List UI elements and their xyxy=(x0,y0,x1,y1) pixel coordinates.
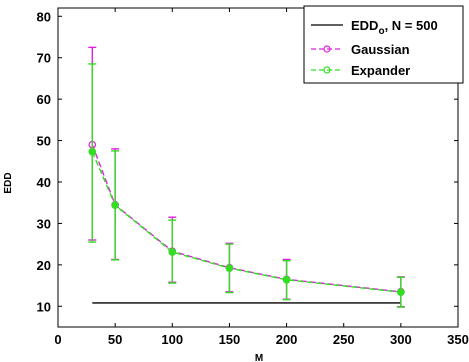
y-tick-label-80: 80 xyxy=(37,9,51,24)
x-tick-label-150: 150 xyxy=(219,332,241,347)
legend-reference-main: EDD xyxy=(351,18,378,33)
x-tick-label-50: 50 xyxy=(108,332,122,347)
legend-gaussian-label: Gaussian xyxy=(351,42,410,57)
legend: EDDo, N = 500 Gaussian Expander xyxy=(303,5,464,84)
x-tick-label-300: 300 xyxy=(390,332,412,347)
y-tick-label-20: 20 xyxy=(37,258,51,273)
legend-reference-label: EDDo, N = 500 xyxy=(351,18,438,37)
legend-expander-label: Expander xyxy=(351,63,410,78)
y-tick-label-50: 50 xyxy=(37,134,51,149)
y-tick-label-60: 60 xyxy=(37,92,51,107)
expander-point-1 xyxy=(111,201,119,210)
x-axis-label: M xyxy=(255,353,263,362)
gaussian-series-line xyxy=(91,144,401,293)
expander-series-line xyxy=(91,151,401,293)
legend-gaussian-marker xyxy=(323,45,331,53)
x-tick-label-350: 350 xyxy=(447,332,469,347)
legend-reference-subscript: o xyxy=(378,26,384,37)
expander-point-5 xyxy=(397,288,405,297)
plot-layer xyxy=(88,46,405,308)
legend-expander-marker xyxy=(323,66,331,74)
x-tick-label-200: 200 xyxy=(276,332,298,347)
legend-reference-suffix: , N = 500 xyxy=(385,18,438,33)
expander-point-4 xyxy=(282,275,291,284)
plot-frame xyxy=(57,7,459,328)
y-tick-label-10: 10 xyxy=(37,299,51,314)
x-tick-label-0: 0 xyxy=(54,332,61,347)
y-axis-label: EDD xyxy=(3,172,14,193)
y-tick-label-30: 30 xyxy=(37,216,51,231)
y-tick-label-40: 40 xyxy=(37,175,51,190)
x-tick-label-100: 100 xyxy=(161,332,183,347)
expander-point-2 xyxy=(168,248,177,256)
y-tick-label-70: 70 xyxy=(37,51,51,66)
expander-point-3 xyxy=(225,264,234,273)
x-tick-label-250: 250 xyxy=(333,332,355,347)
expander-point-0 xyxy=(88,147,97,156)
axes-layer: 0 50 100 150 200 250 300 350 10 20 30 40 50 60 70 80 xyxy=(37,7,469,347)
